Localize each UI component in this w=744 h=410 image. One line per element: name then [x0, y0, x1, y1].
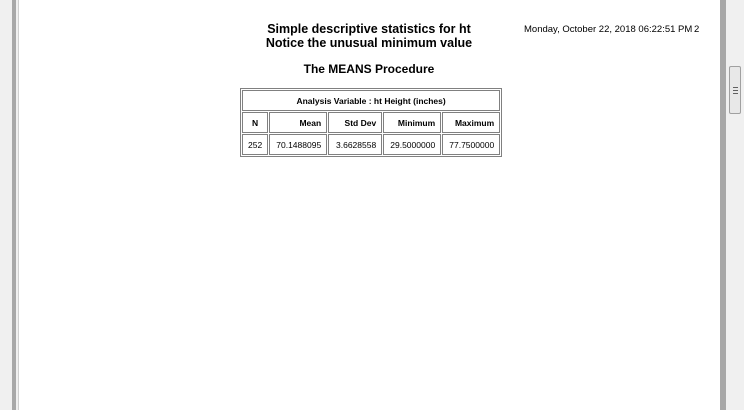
cell-mean: 70.1488095	[269, 134, 328, 155]
cell-maximum: 77.7500000	[442, 134, 501, 155]
page-number: 2	[694, 24, 700, 35]
report-title: Simple descriptive statistics for ht Not…	[230, 22, 508, 50]
procedure-title: The MEANS Procedure	[303, 62, 435, 76]
header-maximum: Maximum	[442, 112, 501, 133]
grip-line-icon	[733, 90, 738, 91]
title-line-1: Simple descriptive statistics for ht	[267, 22, 471, 36]
left-frame-border	[0, 0, 19, 410]
header-mean: Mean	[269, 112, 328, 133]
table-row: 252 70.1488095 3.6628558 29.5000000 77.7…	[242, 134, 501, 155]
grip-line-icon	[733, 87, 738, 88]
cell-std-dev: 3.6628558	[328, 134, 383, 155]
header-std-dev: Std Dev	[328, 112, 383, 133]
right-frame-border	[720, 0, 726, 410]
header-n: N	[242, 112, 269, 133]
grip-line-icon	[733, 93, 738, 94]
table-caption: Analysis Variable : ht Height (inches)	[242, 90, 501, 111]
scrollbar-thumb[interactable]	[729, 66, 741, 114]
means-table: Analysis Variable : ht Height (inches) N…	[240, 88, 503, 157]
report-datetime: Monday, October 22, 2018 06:22:51 PM	[524, 24, 693, 35]
cell-n: 252	[242, 134, 269, 155]
vertical-scrollbar[interactable]	[726, 0, 744, 410]
title-line-2: Notice the unusual minimum value	[265, 36, 473, 50]
table-header-row: N Mean Std Dev Minimum Maximum	[242, 112, 501, 133]
left-frame-divider	[12, 0, 16, 410]
cell-minimum: 29.5000000	[383, 134, 442, 155]
header-minimum: Minimum	[383, 112, 442, 133]
